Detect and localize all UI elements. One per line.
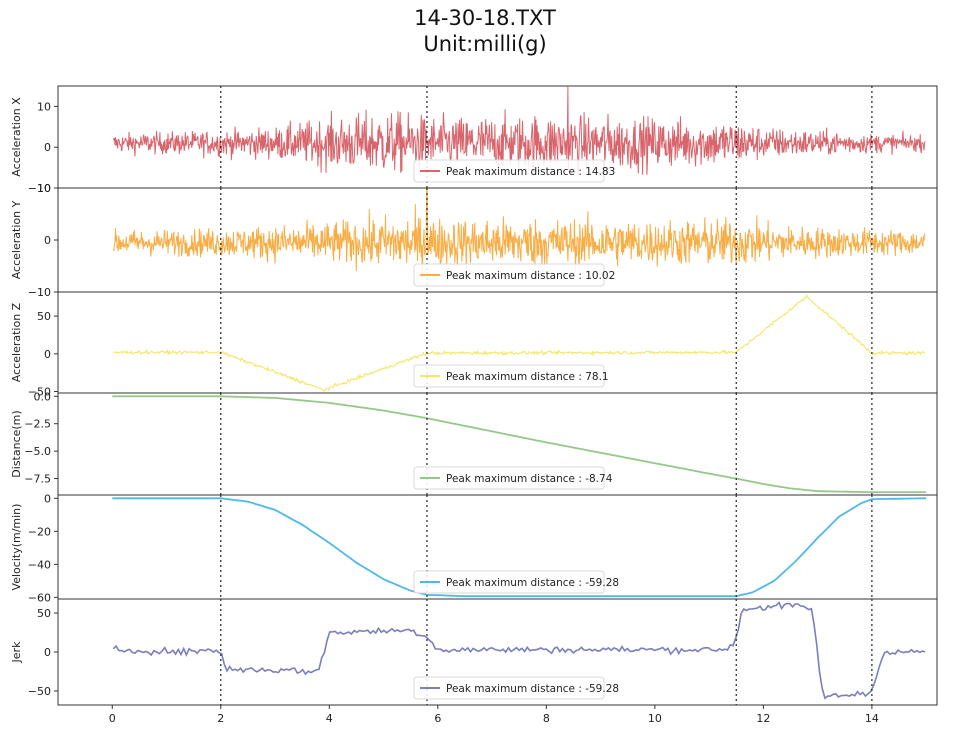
ylabel-acc-y: Acceleration Y [10,200,23,279]
ytick-label-distance-2: −5.0 [24,445,51,458]
ytick-label-velocity-2: −40 [28,558,51,571]
ytick-label-distance-0: 0.0 [34,390,52,403]
ylabel-acc-x: Acceleration X [10,97,23,177]
legend-label-jerk: Peak maximum distance : -59.28 [446,683,619,695]
legend-label-acc-x: Peak maximum distance : 14.83 [446,166,615,178]
legend-box-acc-x [413,159,605,183]
ytick-label-jerk-0: −50 [28,685,51,698]
series-line-distance [112,395,927,493]
chart-subtitle: Unit:milli(g) [423,32,547,56]
ytick-label-acc-x-1: 0 [44,141,51,154]
legend-box-velocity [413,570,605,594]
legend-label-distance: Peak maximum distance : -8.74 [446,473,613,485]
series-line-acc-y [112,188,926,279]
ytick-label-acc-x-0: −10 [28,182,51,195]
xtick-label-3: 6 [434,712,441,725]
legend-box-distance [413,466,605,490]
ytick-label-acc-x-2: 10 [37,100,51,113]
ytick-label-acc-y-1: 0 [44,234,51,247]
legend-label-acc-z: Peak maximum distance : 78.1 [446,371,609,383]
legend-label-acc-y: Peak maximum distance : 10.02 [446,270,615,282]
xtick-label-1: 2 [217,712,224,725]
series-line-jerk [112,601,926,700]
ytick-label-jerk-2: 50 [37,607,51,620]
ytick-label-distance-3: −7.5 [24,473,51,486]
xtick-label-7: 14 [865,712,879,725]
ytick-label-acc-z-2: 50 [37,310,51,323]
ylabel-velocity: Velocity(m/min) [10,504,23,591]
legend-box-acc-z [413,364,605,388]
xtick-label-6: 12 [756,712,770,725]
ylabel-distance: Distance(m) [10,410,23,477]
ytick-label-velocity-3: −60 [28,591,51,604]
ytick-label-acc-y-2: 10 [37,182,51,195]
ylabel-acc-z: Acceleration Z [10,302,23,382]
ytick-label-jerk-1: 0 [44,646,51,659]
ytick-label-acc-z-0: −50 [28,385,51,398]
ytick-label-distance-1: −2.5 [24,418,51,431]
series-line-velocity [112,497,927,598]
ytick-label-acc-z-1: 0 [44,348,51,361]
ytick-label-acc-y-0: −10 [28,286,51,299]
ytick-label-velocity-1: −20 [28,525,51,538]
legend-box-jerk [413,676,605,700]
series-line-acc-x [112,86,926,176]
ytick-label-velocity-0: 0 [44,492,51,505]
xtick-label-0: 0 [109,712,116,725]
xtick-label-4: 8 [543,712,550,725]
series-line-acc-z [112,293,926,392]
chart-title: 14-30-18.TXT [414,6,556,30]
legend-box-acc-y [413,263,605,287]
legend-label-velocity: Peak maximum distance : -59.28 [446,577,619,589]
xtick-label-5: 10 [648,712,662,725]
xtick-label-2: 4 [326,712,333,725]
ylabel-jerk: Jerk [10,641,23,664]
